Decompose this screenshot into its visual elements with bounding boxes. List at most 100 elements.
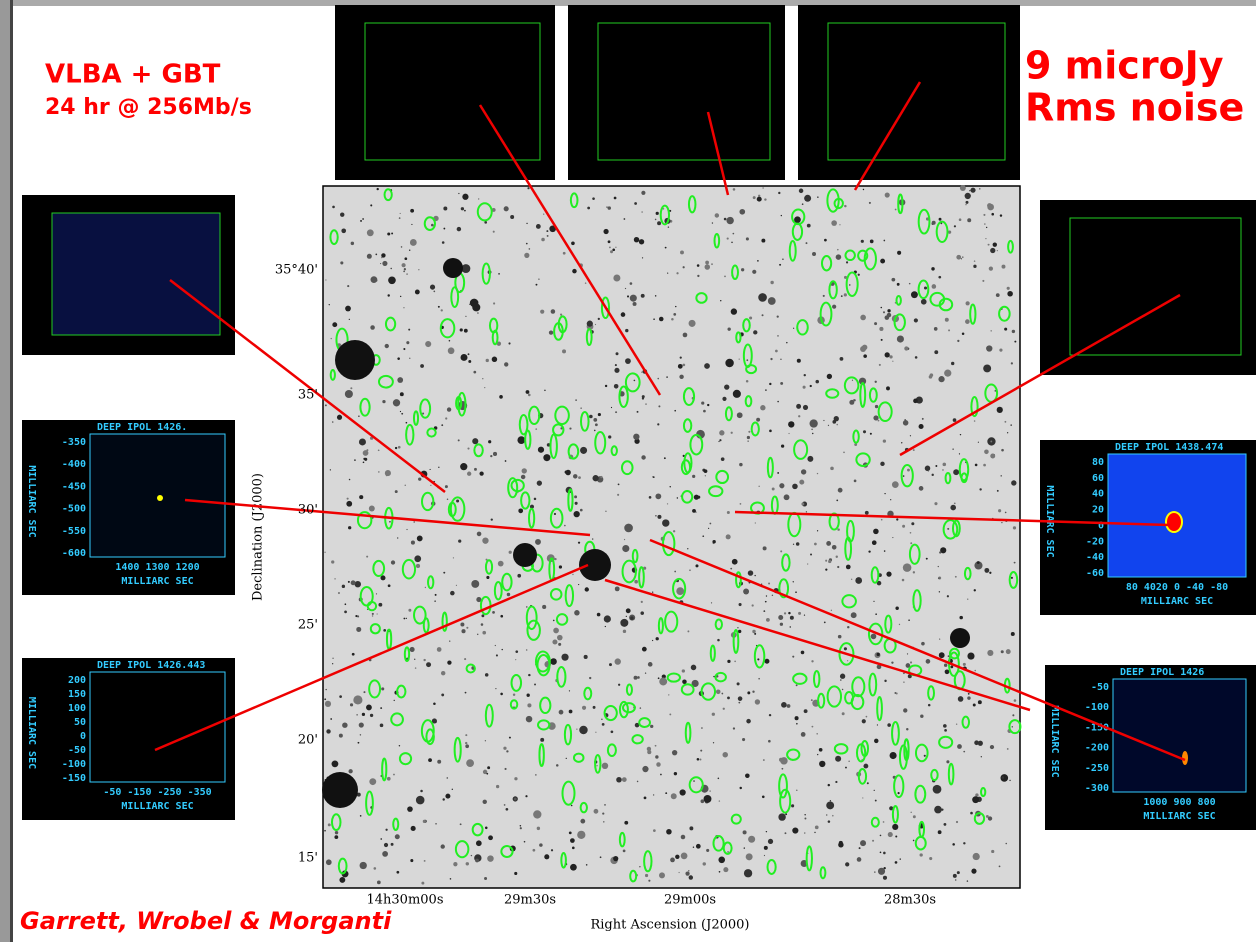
star [688, 870, 689, 871]
star [967, 880, 968, 881]
star [1001, 475, 1002, 476]
star [435, 823, 436, 824]
star [812, 726, 814, 728]
star [846, 261, 848, 263]
star [477, 532, 482, 537]
star [363, 691, 365, 693]
star [543, 213, 544, 214]
star [801, 469, 806, 474]
bright-source [513, 543, 537, 567]
star [704, 363, 710, 369]
star [844, 293, 847, 296]
star [757, 197, 762, 202]
star [999, 865, 1001, 867]
star [656, 762, 660, 766]
star [971, 869, 976, 874]
star [324, 698, 326, 700]
star [605, 626, 606, 627]
star [886, 572, 891, 577]
star [603, 229, 608, 234]
star [870, 433, 872, 435]
star [959, 453, 960, 454]
star [991, 213, 994, 216]
star [930, 373, 934, 377]
inset-y-tick: -40 [1086, 552, 1104, 563]
star [897, 251, 901, 255]
star [665, 792, 667, 794]
star [766, 595, 767, 596]
star [769, 714, 771, 716]
star [708, 528, 709, 529]
star [868, 550, 870, 552]
star [825, 568, 827, 570]
star [689, 569, 691, 571]
star [518, 508, 523, 513]
star [781, 445, 784, 448]
star [496, 785, 499, 788]
star [613, 275, 620, 282]
header-text: 24 hr @ 256Mb/s [45, 95, 252, 120]
star [752, 630, 755, 633]
star [1004, 421, 1006, 423]
star [758, 195, 760, 197]
star [397, 377, 403, 383]
star [608, 240, 611, 243]
star [752, 691, 754, 693]
star [907, 653, 908, 654]
star [1011, 480, 1016, 485]
star [796, 684, 798, 686]
star [506, 808, 509, 811]
star [332, 663, 333, 664]
noise-text: Rms noise [1025, 86, 1244, 130]
star [441, 671, 445, 675]
star [878, 868, 885, 875]
star [853, 399, 855, 401]
star [737, 682, 740, 685]
star [979, 188, 980, 189]
star [655, 755, 658, 758]
inset-plot [90, 434, 225, 557]
inset-x-ticks: 1400 1300 1200 [115, 562, 199, 573]
star [836, 556, 838, 558]
star [830, 467, 834, 471]
star [452, 789, 453, 790]
star [883, 240, 885, 242]
star [580, 447, 587, 454]
star [888, 832, 893, 837]
star [862, 797, 863, 798]
star [742, 738, 745, 741]
star [881, 519, 883, 521]
star [504, 206, 509, 211]
star [806, 511, 807, 512]
star [372, 615, 373, 616]
star [534, 684, 536, 686]
star [734, 661, 736, 663]
star [359, 495, 363, 499]
star [884, 550, 886, 552]
star [662, 519, 669, 526]
star [962, 332, 965, 335]
star [655, 219, 657, 221]
star [727, 660, 730, 663]
star [754, 633, 756, 635]
star [574, 495, 577, 498]
star [378, 449, 380, 451]
star [476, 840, 482, 846]
star [397, 537, 398, 538]
star [487, 766, 490, 769]
star [777, 315, 779, 317]
star [608, 435, 611, 438]
star [598, 413, 601, 416]
star [561, 654, 568, 661]
star [895, 861, 898, 864]
star [880, 307, 882, 309]
star [895, 606, 898, 609]
star [878, 420, 880, 422]
star [1005, 512, 1007, 514]
star [874, 322, 877, 325]
star [978, 442, 979, 443]
star [885, 192, 890, 197]
star [903, 420, 909, 426]
star [450, 878, 452, 880]
star [780, 550, 782, 552]
